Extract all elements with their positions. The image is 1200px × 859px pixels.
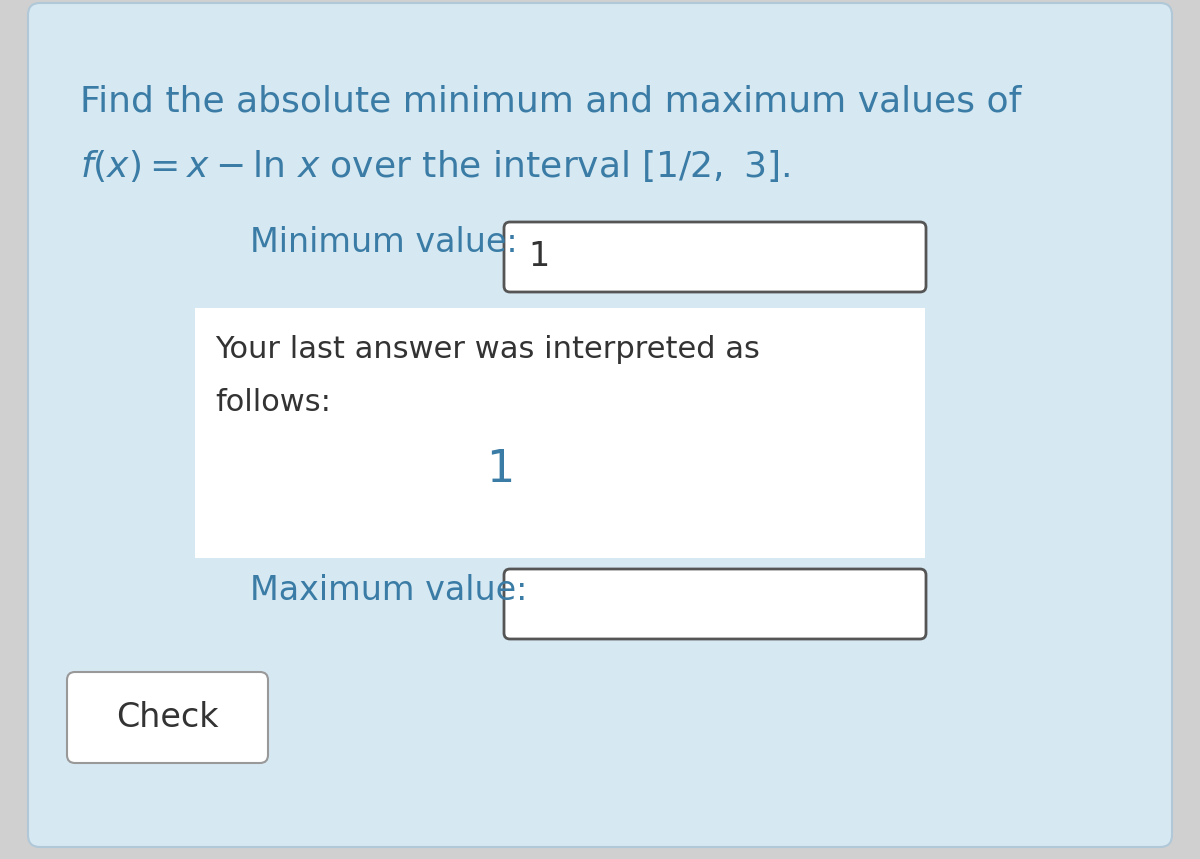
Text: follows:: follows:: [215, 388, 331, 417]
FancyBboxPatch shape: [67, 672, 268, 763]
Text: $f(x) = x - \mathrm{ln}\ x$ over the interval $[1/2,\ 3].$: $f(x) = x - \mathrm{ln}\ x$ over the int…: [80, 148, 790, 184]
Text: 1: 1: [486, 448, 514, 491]
Text: Check: Check: [116, 701, 218, 734]
Text: 1: 1: [528, 241, 550, 273]
Text: Maximum value:: Maximum value:: [250, 574, 527, 606]
Text: Your last answer was interpreted as: Your last answer was interpreted as: [215, 335, 760, 364]
Text: Minimum value:: Minimum value:: [250, 227, 517, 259]
FancyBboxPatch shape: [504, 222, 926, 292]
FancyBboxPatch shape: [504, 569, 926, 639]
FancyBboxPatch shape: [28, 3, 1172, 847]
FancyBboxPatch shape: [194, 308, 925, 558]
Text: Find the absolute minimum and maximum values of: Find the absolute minimum and maximum va…: [80, 85, 1021, 119]
